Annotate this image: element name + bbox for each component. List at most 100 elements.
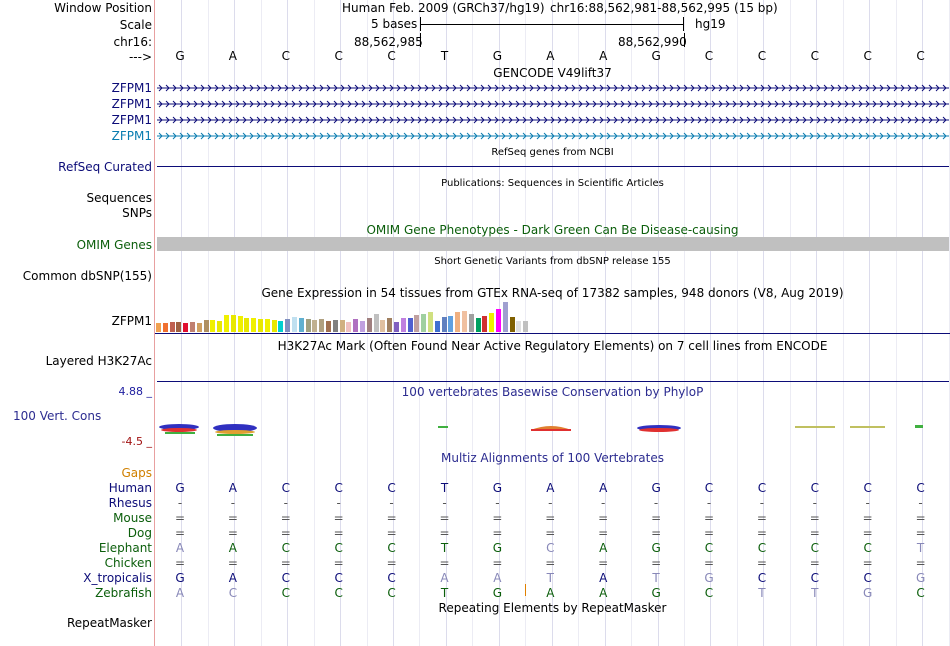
species-label[interactable]: Human [108, 481, 152, 495]
gtex-tissue-bar[interactable] [455, 312, 461, 332]
refseq-label[interactable]: RefSeq Curated [58, 160, 152, 174]
gaps-label[interactable]: Gaps [121, 466, 152, 480]
gtex-tissue-bar[interactable] [210, 320, 216, 332]
gtex-tissue-bar[interactable] [400, 318, 406, 332]
gencode-transcript-line[interactable] [157, 83, 949, 93]
gtex-tissue-bar[interactable] [462, 311, 467, 332]
gtex-tissue-bar[interactable] [353, 319, 359, 332]
guide-line [658, 0, 659, 646]
gtex-tissue-bar[interactable] [224, 315, 229, 332]
gtex-tissue-bar[interactable] [217, 321, 223, 332]
gtex-tissue-bar[interactable] [516, 321, 522, 332]
sequences-label[interactable]: Sequences [86, 191, 152, 205]
gtex-tissue-bar[interactable] [373, 314, 379, 332]
gtex-tissue-bar[interactable] [305, 319, 311, 332]
gtex-tissue-bar[interactable] [319, 319, 325, 332]
gtex-tissue-bar[interactable] [475, 318, 481, 332]
gtex-tissue-bar[interactable] [162, 323, 168, 332]
reference-base: C [387, 49, 396, 63]
gtex-tissue-bar[interactable] [448, 316, 454, 332]
omim-label[interactable]: OMIM Genes [76, 238, 152, 252]
gtex-tissue-bar[interactable] [489, 313, 495, 332]
species-label[interactable]: X_tropicalis [83, 571, 152, 585]
species-label[interactable]: Elephant [98, 541, 152, 555]
gtex-tissue-bar[interactable] [414, 315, 420, 332]
gtex-tissue-bar[interactable] [421, 314, 427, 332]
gtex-tissue-bar[interactable] [380, 320, 386, 332]
gencode-transcript-line[interactable] [157, 131, 949, 141]
gencode-transcript-line[interactable] [157, 99, 949, 109]
species-label[interactable]: Chicken [104, 556, 152, 570]
species-label[interactable]: Dog [127, 526, 152, 540]
gtex-tissue-bar[interactable] [190, 322, 195, 332]
species-label[interactable]: Zebrafish [95, 586, 152, 600]
gtex-tissue-bar[interactable] [482, 316, 488, 332]
gtex-tissue-bar[interactable] [298, 318, 304, 332]
gtex-tissue-bar[interactable] [502, 302, 508, 332]
gtex-label[interactable]: ZFPM1 [111, 314, 152, 328]
gtex-tissue-bar[interactable] [278, 321, 284, 332]
gtex-tissue-bar[interactable] [326, 321, 331, 332]
gtex-tissue-bar[interactable] [360, 321, 365, 332]
gtex-tissue-bar[interactable] [292, 317, 297, 332]
gtex-tissue-bar[interactable] [523, 321, 529, 332]
gtex-tissue-bar[interactable] [394, 322, 399, 332]
gtex-tissue-bar[interactable] [196, 323, 202, 332]
alignment-base: = [386, 556, 397, 570]
gtex-tissue-bar[interactable] [428, 312, 433, 332]
guide-line [922, 0, 923, 646]
gencode-transcript-label[interactable]: ZFPM1 [111, 81, 152, 95]
gtex-tissue-bar[interactable] [271, 320, 277, 332]
conservation-label[interactable]: 100 Vert. Cons [13, 409, 102, 423]
alignment-base: = [862, 526, 873, 540]
conservation-logo-track[interactable] [155, 418, 950, 440]
gencode-transcript-line[interactable] [157, 115, 949, 125]
gtex-tissue-bar[interactable] [509, 317, 515, 332]
gtex-tissue-bar[interactable] [183, 323, 189, 332]
alignment-base: = [862, 511, 873, 525]
gtex-tissue-bar[interactable] [332, 320, 338, 332]
dbsnp-label[interactable]: Common dbSNP(155) [22, 269, 152, 283]
gtex-tissue-bar[interactable] [264, 319, 270, 332]
gtex-tissue-bar[interactable] [156, 323, 161, 332]
gtex-tissue-bar[interactable] [434, 321, 440, 332]
gtex-tissue-bar[interactable] [468, 314, 474, 332]
position-1-tick [420, 33, 421, 47]
gtex-tissue-bar[interactable] [346, 322, 352, 332]
gencode-transcript-label[interactable]: ZFPM1 [111, 97, 152, 111]
gtex-bar-chart[interactable] [156, 299, 556, 332]
gtex-tissue-bar[interactable] [366, 318, 372, 332]
gtex-tissue-bar[interactable] [230, 315, 236, 332]
gtex-tissue-bar[interactable] [203, 320, 209, 332]
gtex-tissue-bar[interactable] [441, 317, 447, 332]
alignment-base: = [651, 556, 662, 570]
gtex-tissue-bar[interactable] [176, 322, 182, 332]
gtex-tissue-bar[interactable] [407, 318, 413, 332]
guide-line [896, 0, 897, 646]
alignment-base: G [651, 586, 661, 600]
omim-bar[interactable] [157, 237, 949, 251]
gtex-tissue-bar[interactable] [258, 319, 263, 332]
alignment-base: C [863, 571, 872, 585]
alignment-base: - [865, 496, 870, 510]
gtex-tissue-bar[interactable] [244, 318, 250, 332]
gtex-tissue-bar[interactable] [387, 318, 393, 332]
gtex-tissue-bar[interactable] [237, 316, 243, 332]
dbsnp-title: Short Genetic Variants from dbSNP releas… [434, 256, 671, 267]
gtex-tissue-bar[interactable] [169, 322, 175, 332]
species-label[interactable]: Mouse [113, 511, 152, 525]
gtex-tissue-bar[interactable] [496, 309, 501, 332]
h3k27ac-label[interactable]: Layered H3K27Ac [45, 354, 152, 368]
gtex-tissue-bar[interactable] [285, 319, 291, 332]
gtex-tissue-bar[interactable] [251, 318, 257, 332]
alignment-base: = [598, 511, 609, 525]
alignment-base: C [704, 541, 714, 555]
gtex-tissue-bar[interactable] [312, 320, 318, 332]
species-label[interactable]: Rhesus [108, 496, 152, 510]
gencode-transcript-label[interactable]: ZFPM1 [111, 129, 152, 143]
reference-base: C [281, 49, 290, 63]
gtex-tissue-bar[interactable] [339, 320, 345, 332]
repeatmasker-label[interactable]: RepeatMasker [66, 616, 152, 630]
snps-label[interactable]: SNPs [122, 206, 152, 220]
gencode-transcript-label[interactable]: ZFPM1 [111, 113, 152, 127]
